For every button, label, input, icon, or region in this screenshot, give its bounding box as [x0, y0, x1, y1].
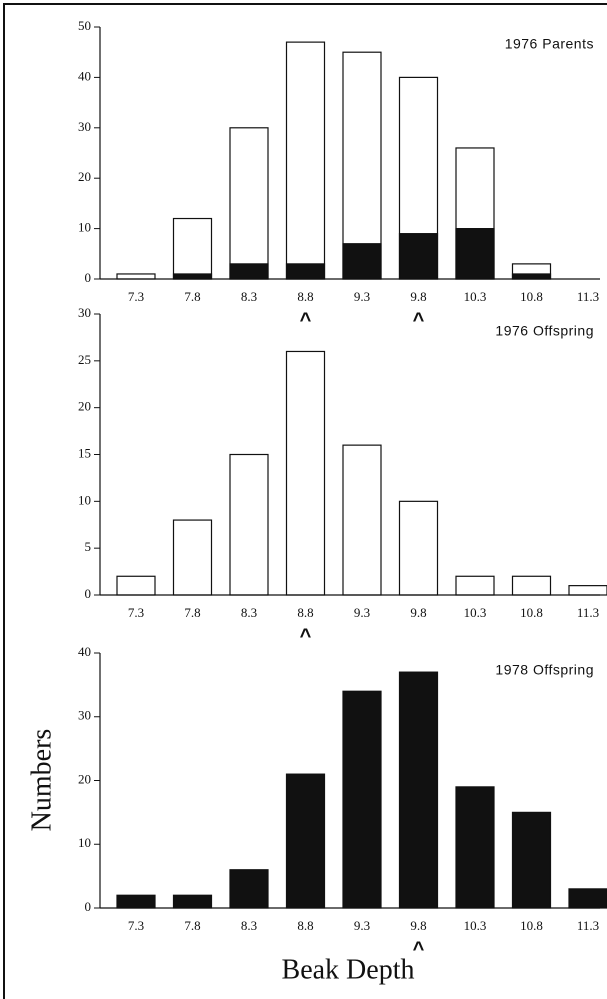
x-tick-label: 8.8: [297, 918, 313, 933]
bar: [229, 453, 269, 596]
x-tick-label: 9.8: [410, 918, 426, 933]
panel-title: 1978 Offspring: [495, 662, 594, 678]
y-tick-label: 0: [85, 899, 92, 914]
bar: [172, 519, 213, 596]
bar: [172, 894, 213, 909]
y-tick-label: 5: [85, 539, 92, 554]
x-axis-label: Beak Depth: [282, 954, 415, 985]
x-tick-label: 10.3: [464, 605, 487, 620]
y-tick-label: 10: [78, 835, 91, 850]
y-tick-label: 20: [78, 771, 91, 786]
bar: [229, 263, 269, 280]
y-tick-label: 20: [78, 399, 91, 414]
bar: [172, 217, 213, 280]
bar: [455, 228, 495, 280]
y-tick-label: 15: [78, 445, 91, 460]
bar: [342, 690, 382, 909]
x-tick-label: 10.3: [464, 918, 487, 933]
bar: [342, 444, 382, 596]
bar: [116, 575, 156, 596]
y-tick-label: 40: [78, 68, 91, 83]
panel-title: 1976 Offspring: [495, 323, 594, 339]
mean-marker: ^: [300, 625, 312, 647]
x-tick-label: 8.3: [241, 918, 257, 933]
bar: [285, 41, 326, 280]
y-tick-label: 0: [85, 270, 92, 285]
bar: [342, 51, 382, 280]
bar: [172, 273, 213, 280]
x-tick-label: 7.3: [128, 605, 144, 620]
x-tick-label: 10.3: [464, 289, 487, 304]
x-tick-label: 11.3: [577, 918, 599, 933]
mean-marker: ^: [413, 938, 425, 960]
x-tick-label: 10.8: [520, 918, 543, 933]
bar: [398, 500, 439, 596]
y-tick-label: 30: [78, 305, 91, 320]
bar: [229, 869, 269, 909]
x-tick-label: 7.8: [184, 289, 200, 304]
mean-marker: ^: [413, 309, 425, 331]
bar: [455, 786, 495, 909]
x-tick-label: 8.8: [297, 605, 313, 620]
bar: [285, 350, 326, 596]
bar: [568, 585, 607, 596]
bar: [342, 243, 382, 280]
bar: [285, 263, 326, 280]
x-tick-label: 9.8: [410, 289, 426, 304]
x-tick-label: 7.8: [184, 605, 200, 620]
y-axis-label: Numbers: [26, 729, 57, 832]
bar: [398, 671, 439, 909]
y-tick-label: 40: [78, 644, 91, 659]
x-tick-label: 9.8: [410, 605, 426, 620]
x-tick-label: 7.3: [128, 918, 144, 933]
bar: [116, 273, 156, 280]
x-tick-label: 9.3: [354, 918, 370, 933]
y-tick-label: 30: [78, 708, 91, 723]
frame: [3, 3, 607, 999]
x-tick-label: 7.8: [184, 918, 200, 933]
x-tick-label: 9.3: [354, 605, 370, 620]
x-tick-label: 9.3: [354, 289, 370, 304]
y-tick-label: 30: [78, 119, 91, 134]
bar: [511, 811, 552, 909]
y-tick-label: 10: [78, 220, 91, 235]
bar: [229, 127, 269, 280]
mean-marker: ^: [300, 309, 312, 331]
x-tick-label: 8.3: [241, 289, 257, 304]
x-tick-label: 10.8: [520, 289, 543, 304]
x-tick-label: 8.3: [241, 605, 257, 620]
y-tick-label: 10: [78, 492, 91, 507]
bar: [116, 894, 156, 909]
y-tick-label: 20: [78, 169, 91, 184]
y-tick-label: 0: [85, 586, 92, 601]
y-tick-label: 25: [78, 352, 91, 367]
bar: [285, 773, 326, 909]
x-tick-label: 7.3: [128, 289, 144, 304]
bar: [455, 575, 495, 596]
panel-title: 1976 Parents: [505, 36, 594, 52]
x-tick-label: 8.8: [297, 289, 313, 304]
bar: [511, 273, 552, 280]
bar: [568, 888, 607, 909]
bar: [511, 575, 552, 596]
x-tick-label: 11.3: [577, 605, 599, 620]
bar: [398, 233, 439, 280]
x-tick-label: 11.3: [577, 289, 599, 304]
x-tick-label: 10.8: [520, 605, 543, 620]
y-tick-label: 50: [78, 18, 91, 33]
